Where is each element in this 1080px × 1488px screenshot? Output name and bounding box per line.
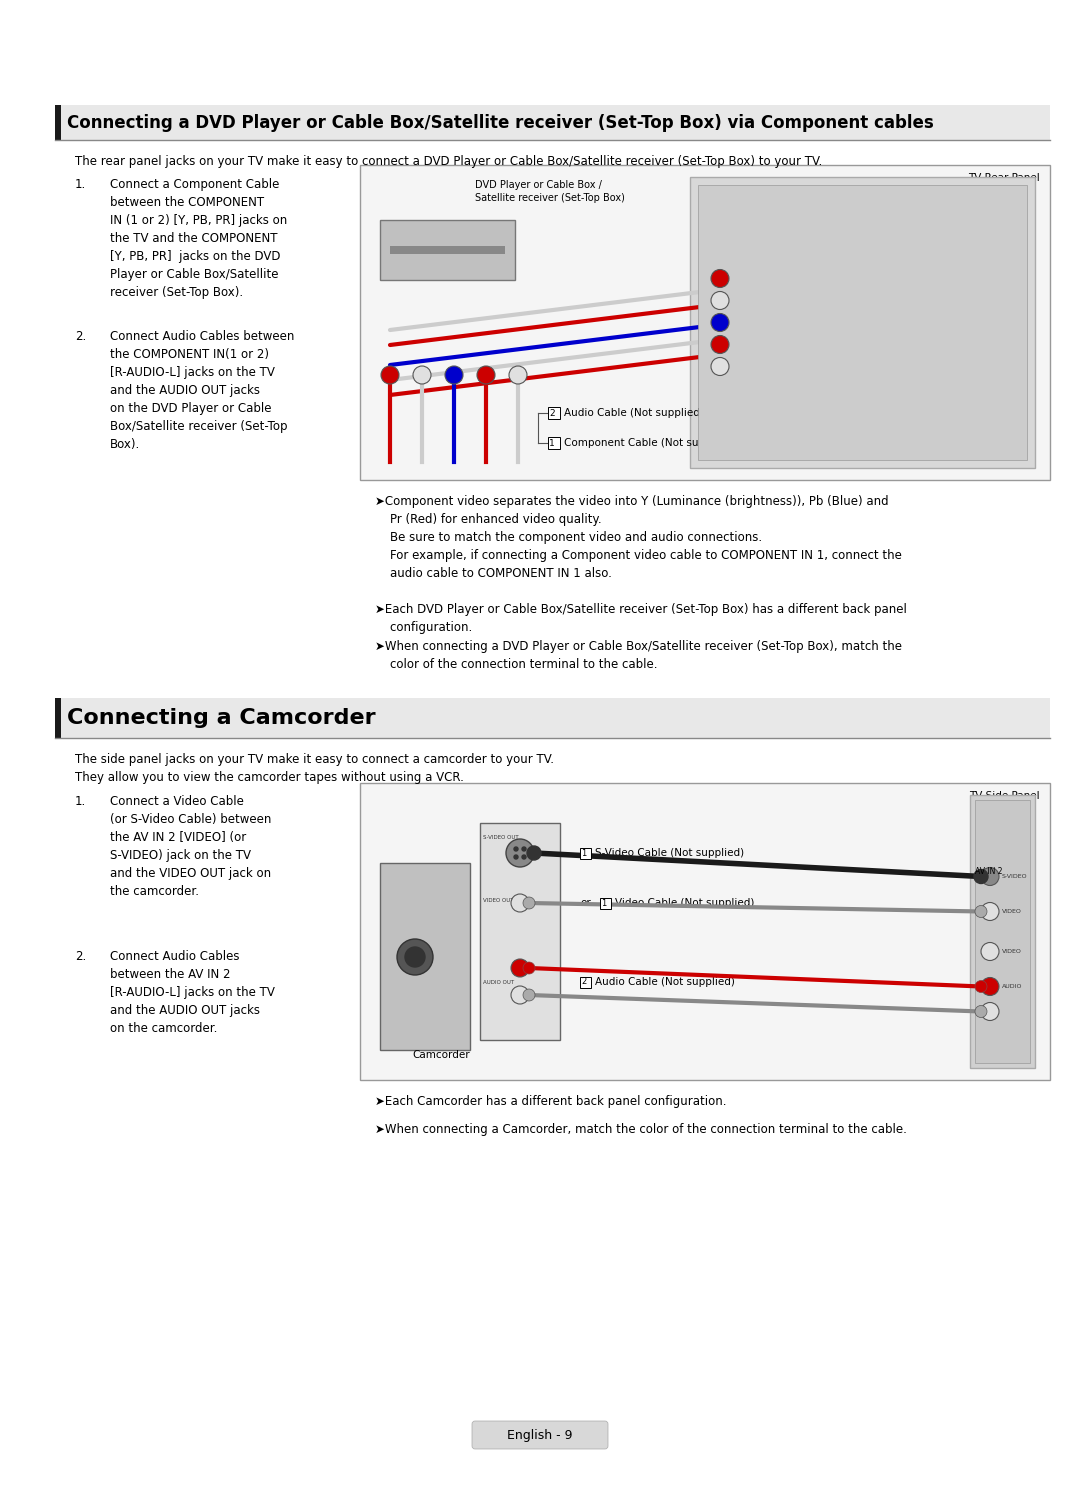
Bar <box>698 185 1027 460</box>
Text: Connect a Video Cable
(or S-Video Cable) between
the AV IN 2 [VIDEO] (or
S-VIDEO: Connect a Video Cable (or S-Video Cable)… <box>110 795 271 897</box>
Circle shape <box>981 1003 999 1021</box>
Bar <box>360 165 1050 481</box>
Text: TV Side Panel: TV Side Panel <box>970 792 1040 801</box>
Circle shape <box>975 1006 987 1018</box>
Text: The rear panel jacks on your TV make it easy to connect a DVD Player or Cable Bo: The rear panel jacks on your TV make it … <box>75 155 822 168</box>
Circle shape <box>511 987 529 1004</box>
Text: 1: 1 <box>581 850 586 859</box>
Circle shape <box>975 906 987 918</box>
Text: 2.: 2. <box>75 949 86 963</box>
Circle shape <box>981 942 999 960</box>
Circle shape <box>511 894 529 912</box>
Circle shape <box>975 981 987 992</box>
Text: ➤Each Camcorder has a different back panel configuration.: ➤Each Camcorder has a different back pan… <box>375 1095 727 1109</box>
Text: ➤Each DVD Player or Cable Box/Satellite receiver (Set-Top Box) has a different b: ➤Each DVD Player or Cable Box/Satellite … <box>375 603 907 634</box>
Text: Component Cable (Not supplied): Component Cable (Not supplied) <box>564 437 734 448</box>
Text: ➤When connecting a DVD Player or Cable Box/Satellite receiver (Set-Top Box), mat: ➤When connecting a DVD Player or Cable B… <box>375 640 902 671</box>
Text: S-VIDEO: S-VIDEO <box>1002 873 1028 879</box>
Text: Connect a Component Cable
between the COMPONENT
IN (1 or 2) [Y, PB, PR] jacks on: Connect a Component Cable between the CO… <box>110 179 287 299</box>
Bar <box>690 177 1035 469</box>
Text: 2: 2 <box>549 409 555 418</box>
Bar <box>975 801 1030 1062</box>
Circle shape <box>445 366 463 384</box>
Circle shape <box>522 847 526 851</box>
Text: Audio Cable (Not supplied): Audio Cable (Not supplied) <box>595 978 734 987</box>
Bar <box>580 976 591 988</box>
Text: The side panel jacks on your TV make it easy to connect a camcorder to your TV.
: The side panel jacks on your TV make it … <box>75 753 554 784</box>
Bar <box>480 823 561 1040</box>
Text: AUDIO OUT: AUDIO OUT <box>483 981 514 985</box>
Text: Connect Audio Cables
between the AV IN 2
[R-AUDIO-L] jacks on the TV
and the AUD: Connect Audio Cables between the AV IN 2… <box>110 949 275 1036</box>
Text: AUDIO: AUDIO <box>1002 984 1023 990</box>
Circle shape <box>509 366 527 384</box>
Bar <box>548 408 561 420</box>
Circle shape <box>711 292 729 310</box>
Bar <box>970 795 1035 1068</box>
Text: 1.: 1. <box>75 179 86 190</box>
Text: 1.: 1. <box>75 795 86 808</box>
Circle shape <box>523 897 535 909</box>
Text: DVD Player or Cable Box /
Satellite receiver (Set-Top Box): DVD Player or Cable Box / Satellite rece… <box>475 180 625 204</box>
Text: 2.: 2. <box>75 330 86 344</box>
Text: Audio Cable (Not supplied): Audio Cable (Not supplied) <box>564 408 704 418</box>
Bar <box>55 698 60 738</box>
Circle shape <box>523 963 535 975</box>
Text: S-Video Cable (Not supplied): S-Video Cable (Not supplied) <box>595 848 744 859</box>
Text: VIDEO: VIDEO <box>1002 949 1022 954</box>
Text: Connect Audio Cables between
the COMPONENT IN(1 or 2)
[R-AUDIO-L] jacks on the T: Connect Audio Cables between the COMPONE… <box>110 330 295 451</box>
Circle shape <box>981 868 999 885</box>
Circle shape <box>507 839 534 868</box>
Bar <box>548 437 561 449</box>
Text: Video Cable (Not supplied): Video Cable (Not supplied) <box>615 899 754 909</box>
Circle shape <box>514 856 518 859</box>
Text: VIDEO: VIDEO <box>1002 909 1022 914</box>
Circle shape <box>511 958 529 978</box>
Text: Connecting a Camcorder: Connecting a Camcorder <box>67 708 376 728</box>
Text: Connecting a DVD Player or Cable Box/Satellite receiver (Set-Top Box) via Compon: Connecting a DVD Player or Cable Box/Sat… <box>67 113 934 131</box>
Circle shape <box>477 366 495 384</box>
Text: TV Rear Panel: TV Rear Panel <box>969 173 1040 183</box>
Text: AV IN 2: AV IN 2 <box>975 868 1002 876</box>
Bar <box>390 246 505 254</box>
Circle shape <box>381 366 399 384</box>
Circle shape <box>413 366 431 384</box>
Circle shape <box>981 903 999 921</box>
Circle shape <box>981 978 999 995</box>
Bar <box>55 698 1050 738</box>
Circle shape <box>397 939 433 975</box>
Circle shape <box>527 847 541 860</box>
Bar <box>380 220 515 280</box>
Bar <box>55 106 1050 140</box>
Bar <box>580 848 591 859</box>
Text: or: or <box>580 899 591 909</box>
Bar <box>360 783 1050 1080</box>
Text: 1: 1 <box>549 439 555 448</box>
Text: VIDEO OUT: VIDEO OUT <box>483 897 513 903</box>
Circle shape <box>711 269 729 287</box>
Circle shape <box>711 357 729 375</box>
Circle shape <box>405 946 426 967</box>
FancyBboxPatch shape <box>472 1421 608 1449</box>
Circle shape <box>522 856 526 859</box>
Circle shape <box>711 335 729 354</box>
Text: ➤Component video separates the video into Y (Luminance (brightness)), Pb (Blue) : ➤Component video separates the video int… <box>375 496 902 580</box>
Text: S-VIDEO OUT: S-VIDEO OUT <box>483 835 518 841</box>
Text: English - 9: English - 9 <box>508 1428 572 1442</box>
Bar <box>600 897 611 909</box>
Text: ➤When connecting a Camcorder, match the color of the connection terminal to the : ➤When connecting a Camcorder, match the … <box>375 1123 907 1135</box>
Circle shape <box>523 990 535 1001</box>
Circle shape <box>514 847 518 851</box>
Text: 1: 1 <box>600 899 606 908</box>
Text: 2: 2 <box>581 978 586 987</box>
Circle shape <box>711 314 729 332</box>
Bar <box>55 106 60 140</box>
Circle shape <box>974 869 988 884</box>
Text: Camcorder: Camcorder <box>413 1051 470 1059</box>
Bar <box>380 863 470 1051</box>
